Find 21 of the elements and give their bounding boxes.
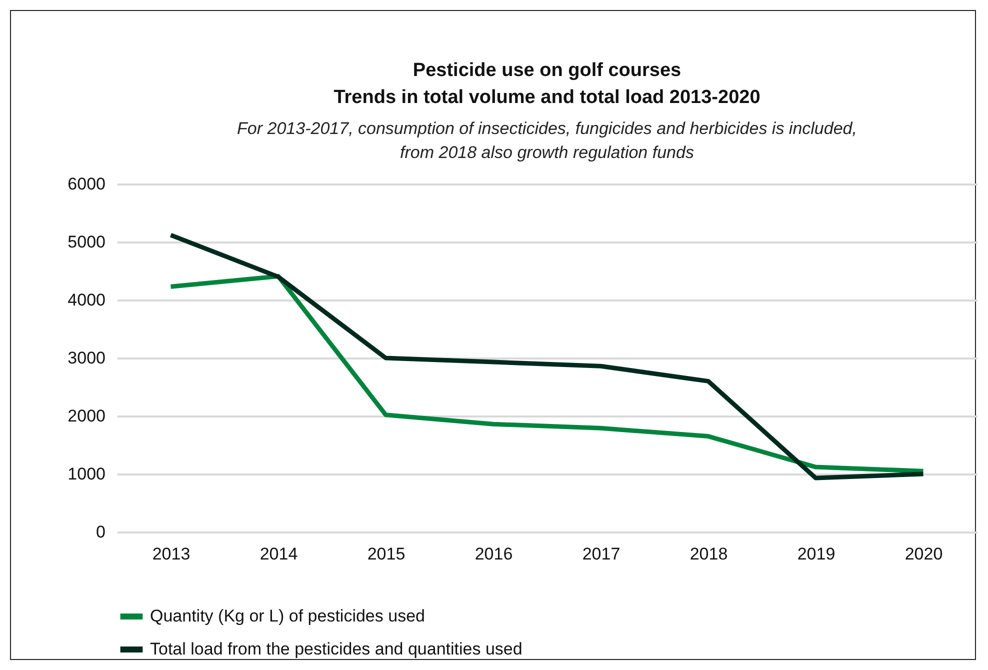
x-tick-label: 2015	[367, 544, 406, 564]
x-tick-label: 2016	[474, 544, 513, 564]
line-series	[168, 232, 926, 480]
y-tick-label: 0	[96, 522, 106, 542]
y-tick-label: 4000	[68, 290, 106, 310]
x-tick-label: 2017	[582, 544, 620, 564]
x-tick-label: 2013	[152, 544, 190, 564]
legend-label: Quantity (Kg or L) of pesticides used	[150, 606, 425, 626]
y-tick-label: 5000	[68, 232, 106, 252]
x-tick-label: 2020	[904, 544, 943, 564]
y-tick-label: 6000	[68, 174, 106, 194]
x-tick-label: 2019	[797, 544, 836, 564]
line-series	[168, 274, 926, 474]
chart-title: Pesticide use on golf courses Trends in total volume and total load 2013-2020	[334, 60, 760, 108]
y-tick-label: 3000	[68, 348, 106, 368]
y-tick-label: 2000	[68, 406, 106, 426]
chart-subtitle: For 2013-2017, consumption of insecticides, fungicides and herbicides is included, from 2018 also growth regulation funds	[237, 119, 857, 162]
y-tick-label: 1000	[68, 464, 106, 484]
x-tick-label: 2018	[690, 544, 728, 564]
legend-label: Total load from the pesticides and quantities used	[150, 640, 522, 658]
x-tick-label: 2014	[260, 544, 298, 564]
